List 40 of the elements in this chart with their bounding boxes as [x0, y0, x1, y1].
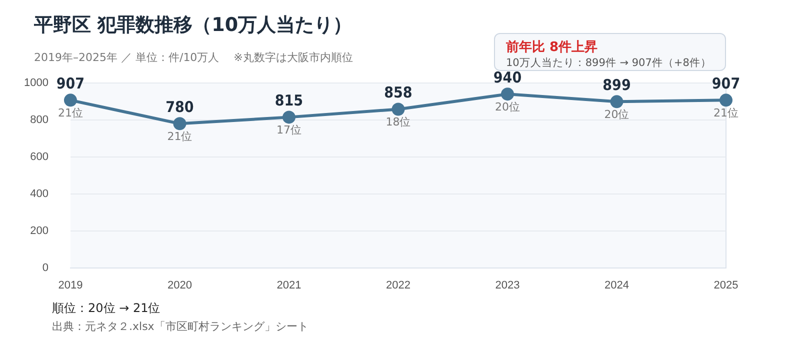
point	[64, 94, 77, 107]
data-label: 815	[274, 92, 304, 110]
data-label: 858	[384, 84, 412, 102]
x-tick-label: 2019	[58, 279, 83, 292]
source-note: 出典：元ネタ２.xlsx「市区町村ランキング」シート	[52, 319, 308, 334]
x-tick-label: 2021	[276, 279, 302, 292]
annotation: 20位	[604, 108, 630, 122]
annotation: 21位	[714, 106, 738, 120]
chart-subtitle: 2019年–2025年 ／ 単位：件/10万人 ※丸数字は大阪市内順位	[34, 50, 353, 65]
x-tick-label: 2023	[495, 279, 520, 292]
annotation: 21位	[58, 106, 83, 120]
text: 順位：20位 → 21位	[52, 300, 160, 317]
point	[500, 88, 514, 101]
point	[282, 110, 296, 124]
point	[173, 117, 186, 130]
annotation: 18位	[386, 116, 411, 129]
y-tick-label: 1000	[24, 77, 48, 90]
x-tick-label: 2024	[604, 279, 629, 292]
annotation: 21位	[167, 130, 192, 144]
data-label: 780	[166, 98, 194, 116]
point	[720, 94, 732, 107]
point	[392, 102, 405, 116]
annotation: 17位	[276, 124, 302, 137]
data-label: 899	[602, 76, 631, 94]
data-label: 940	[493, 68, 522, 86]
y-tick-label: 600	[30, 150, 48, 163]
y-tick-label: 200	[30, 224, 48, 237]
x-tick-label: 2020	[167, 279, 192, 292]
annotation: 20位	[494, 100, 520, 114]
data-label: 907	[56, 74, 85, 93]
x-tick-label: 2022	[386, 279, 410, 292]
y-tick-label: 400	[30, 188, 48, 200]
x-tick-label: 2025	[714, 279, 738, 292]
y-tick-label: 0	[42, 262, 48, 274]
y-tick-label: 800	[30, 114, 48, 126]
text: 前年比 8件上昇	[506, 39, 598, 56]
point	[610, 95, 624, 108]
chart-title: 平野区 犯罪数推移（10万人当たり）	[34, 13, 352, 38]
text: 10万人当たり：899件 → 907件（+8件）	[506, 56, 712, 70]
data-label: 907	[712, 74, 740, 93]
